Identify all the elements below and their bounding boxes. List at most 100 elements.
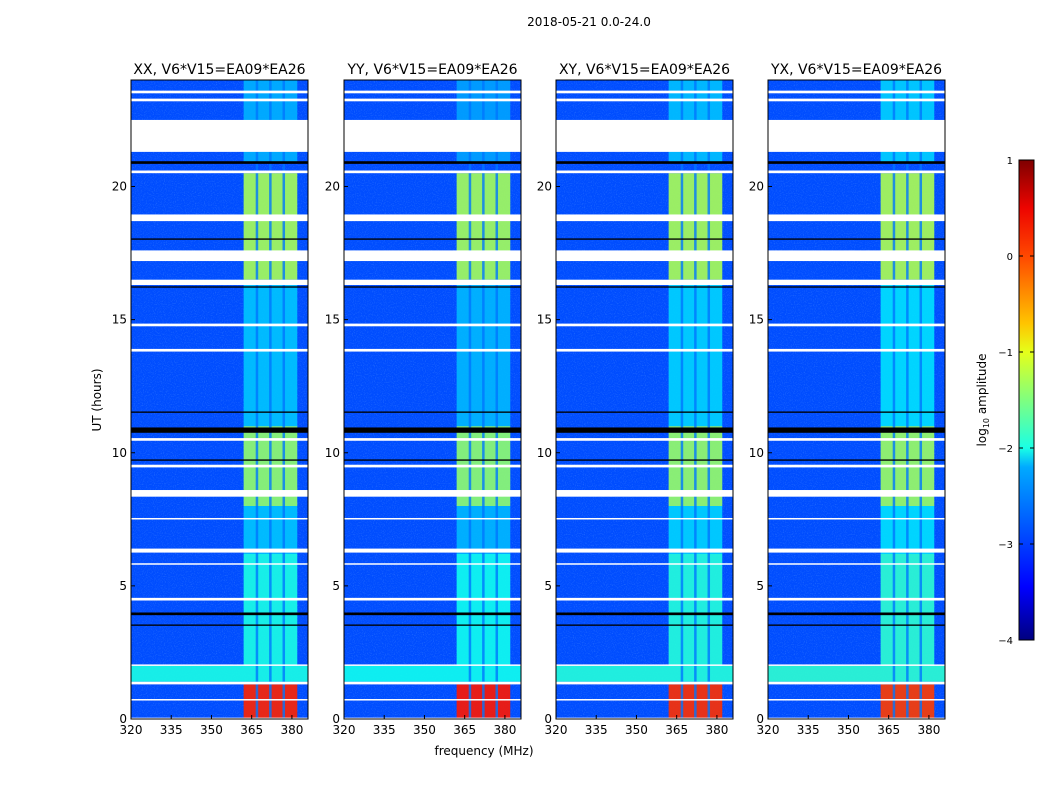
flagged-row-dark [768, 612, 945, 616]
flagged-row [556, 563, 733, 565]
flagged-row-dark [768, 459, 945, 461]
flagged-row [556, 517, 733, 520]
flagged-row [556, 664, 733, 666]
heatmap-image [131, 80, 308, 719]
flagged-row [344, 279, 521, 286]
flagged-row-dark [556, 427, 733, 433]
flagged-row [131, 597, 308, 601]
flagged-row [344, 438, 521, 441]
flagged-row [768, 98, 945, 102]
flagged-row [556, 348, 733, 352]
y-tick-label: 20 [537, 180, 552, 194]
flagged-row-dark [131, 427, 308, 433]
flagged-row [556, 90, 733, 94]
channel-gap [694, 80, 697, 719]
x-tick-label: 320 [333, 723, 356, 737]
flagged-row [131, 681, 308, 685]
y-tick-label: 15 [112, 313, 127, 327]
x-tick-label: 380 [917, 723, 940, 737]
y-tick-label: 0 [332, 712, 340, 726]
flagged-row-dark [131, 411, 308, 413]
flagged-row [344, 250, 521, 262]
y-tick-label: 15 [749, 313, 764, 327]
figure-suptitle: 2018-05-21 0.0-24.0 [527, 15, 651, 29]
y-axis-label: UT (hours) [90, 368, 104, 431]
panel-frame [555, 79, 734, 720]
flagged-row [131, 517, 308, 520]
x-tick-label: 365 [665, 723, 688, 737]
heatmap-feature [768, 665, 945, 682]
flagged-row [556, 548, 733, 553]
y-tick-label: 10 [749, 446, 764, 460]
flagged-row [556, 119, 733, 152]
panel-1: XX, V6*V15=EA09*EA26 320 335 350 365 380 0 5 10 1… [112, 62, 309, 737]
flagged-row [344, 214, 521, 222]
x-tick-label: 350 [200, 723, 223, 737]
channel-gap [906, 80, 909, 719]
flagged-row [131, 664, 308, 666]
heatmap-image [556, 80, 733, 719]
flagged-row [768, 548, 945, 553]
flagged-row [131, 214, 308, 222]
flagged-row [556, 279, 733, 286]
flagged-row [556, 438, 733, 441]
flagged-row [344, 119, 521, 152]
x-tick-label: 380 [705, 723, 728, 737]
colorbar-gradient [1018, 159, 1035, 641]
flagged-row [131, 438, 308, 441]
flagged-row [344, 664, 521, 666]
flagged-row [768, 664, 945, 666]
colorbar-tick-label: 0 [1007, 252, 1013, 263]
flagged-row [131, 490, 308, 497]
flagged-row [344, 464, 521, 468]
x-tick-label: 335 [160, 723, 183, 737]
x-tick-label: 350 [625, 723, 648, 737]
flagged-row [344, 170, 521, 174]
panel-2: YY, V6*V15=EA09*EA26 320 335 350 365 380 0 5 10 1… [325, 62, 522, 737]
x-tick-label: 380 [493, 723, 516, 737]
flagged-row [344, 597, 521, 601]
flagged-row [556, 98, 733, 102]
flagged-row [131, 170, 308, 174]
colorbar-tick-label: 1 [1007, 156, 1013, 167]
flagged-row [131, 119, 308, 152]
flagged-row [556, 250, 733, 262]
flagged-row [131, 464, 308, 468]
panel-title: YY, V6*V15=EA09*EA26 [346, 62, 517, 78]
y-tick-label: 0 [119, 712, 127, 726]
flagged-row [768, 717, 945, 719]
channel-gap [495, 80, 499, 719]
flagged-row [344, 348, 521, 352]
flagged-row [344, 98, 521, 102]
colorbar-tick-label: −1 [998, 348, 1013, 359]
flagged-row-dark [556, 624, 733, 626]
flagged-row [768, 438, 945, 441]
flagged-row [768, 119, 945, 152]
y-tick-label: 0 [544, 712, 552, 726]
flagged-row [768, 279, 945, 286]
flagged-row [768, 250, 945, 262]
x-tick-label: 335 [585, 723, 608, 737]
flagged-row [556, 323, 733, 327]
flagged-row [768, 597, 945, 601]
flagged-row-dark [131, 161, 308, 164]
flagged-row-dark [344, 411, 521, 413]
flagged-row [131, 98, 308, 102]
panel-title: XY, V6*V15=EA09*EA26 [559, 62, 730, 78]
flagged-row-dark [768, 161, 945, 164]
colorbar-tick-label: −4 [998, 636, 1013, 647]
heatmap-feature [131, 665, 308, 682]
flagged-row-dark [131, 286, 308, 288]
flagged-row [768, 90, 945, 94]
flagged-row [768, 699, 945, 701]
flagged-row [768, 681, 945, 685]
y-tick-label: 20 [749, 180, 764, 194]
y-tick-label: 10 [112, 446, 127, 460]
flagged-row-dark [344, 238, 521, 240]
channel-gap [707, 80, 711, 719]
flagged-row [131, 699, 308, 701]
channel-gap [919, 80, 923, 719]
panel-title: YX, V6*V15=EA09*EA26 [770, 62, 942, 78]
flagged-row [131, 90, 308, 94]
